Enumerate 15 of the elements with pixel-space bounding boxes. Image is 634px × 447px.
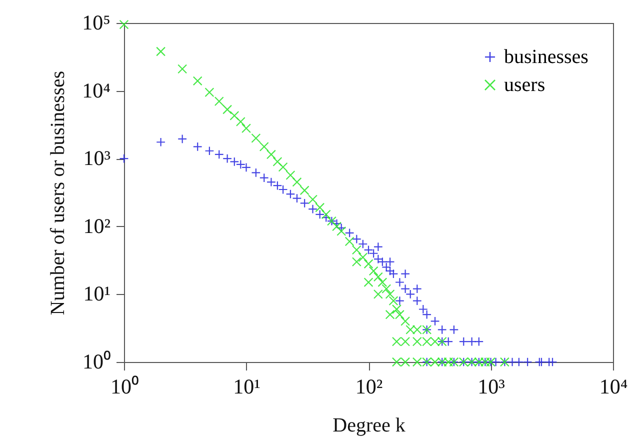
x-tick-label: 10⁰ xyxy=(110,374,138,398)
y-tick-label: 10¹ xyxy=(83,282,110,306)
x-axis-title: Degree k xyxy=(332,414,406,436)
x-tick-label: 10² xyxy=(355,374,383,398)
x-tick-label: 10⁴ xyxy=(599,374,628,398)
y-tick-label: 10⁴ xyxy=(82,78,110,102)
y-axis-title: Number of users or businesses xyxy=(47,70,70,316)
y-tick-label: 10³ xyxy=(83,146,110,170)
x-tick-label: 10¹ xyxy=(233,374,260,398)
x-tick-label: 10³ xyxy=(478,374,505,398)
legend-label: users xyxy=(504,74,546,96)
y-tick-label: 10⁰ xyxy=(82,350,110,374)
y-tick-label: 10⁵ xyxy=(82,10,110,34)
y-tick-label: 10² xyxy=(83,214,110,238)
legend-label: businesses xyxy=(504,46,589,68)
